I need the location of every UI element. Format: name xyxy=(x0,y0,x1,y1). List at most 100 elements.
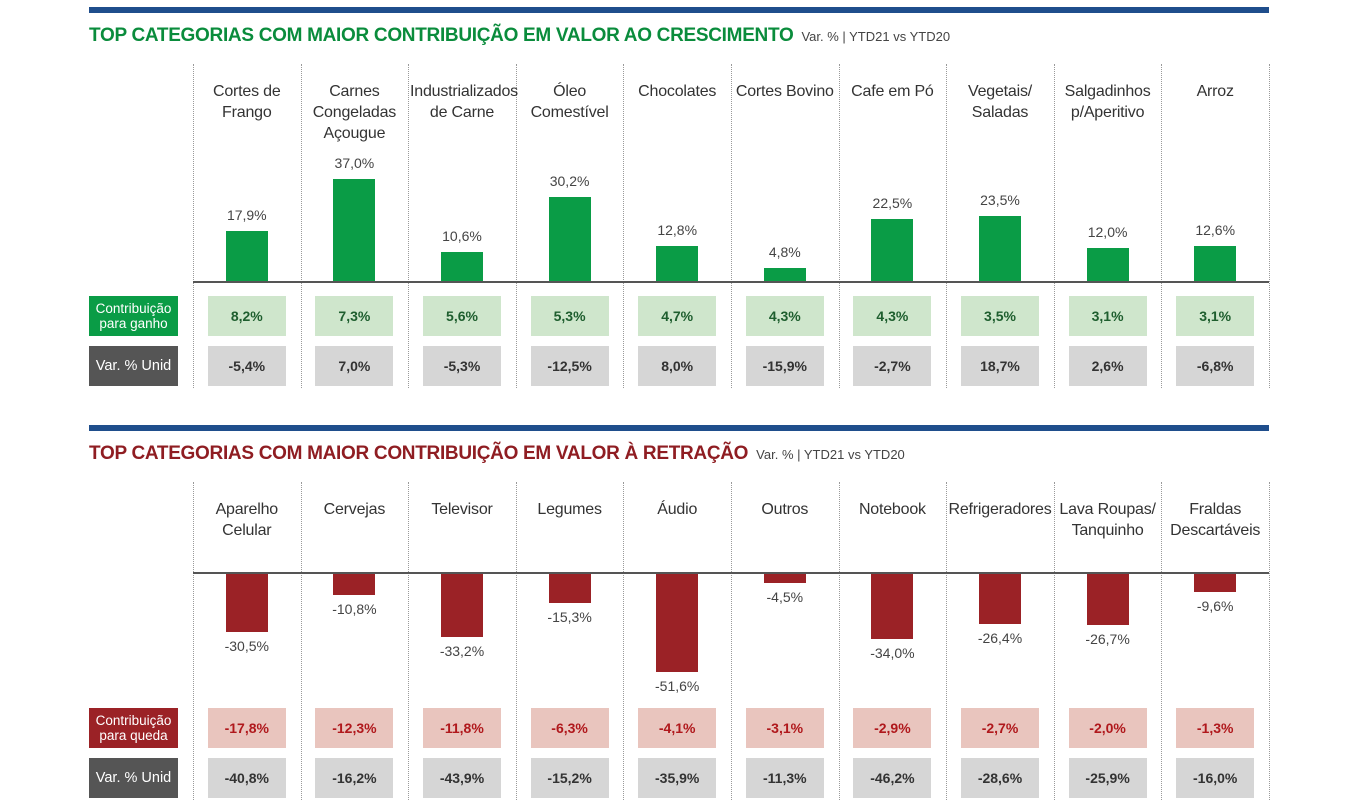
contribution-cell: 5,3% xyxy=(530,296,609,336)
unit-variation-cell: -46,2% xyxy=(853,758,932,798)
unit-variation-cell: -16,2% xyxy=(315,758,394,798)
bar-value-label: 12,6% xyxy=(1195,222,1236,239)
unit-variation-cell: -40,8% xyxy=(207,758,286,798)
unit-variation-cell: -28,6% xyxy=(961,758,1039,798)
unit-variation-row-label: Var. % Unid xyxy=(89,758,178,798)
unit-variation-cell: -25,9% xyxy=(1068,758,1147,798)
bar-value-label: 12,0% xyxy=(1087,223,1128,240)
bar-value-label: -30,5% xyxy=(224,637,269,654)
unit-variation-cell: -11,3% xyxy=(745,758,824,798)
bar-value-label: -26,7% xyxy=(1085,630,1130,647)
unit-variation-cell: 7,0% xyxy=(315,346,394,386)
bar-value-label: 12,8% xyxy=(657,221,698,238)
bar xyxy=(656,574,699,673)
column-separator xyxy=(1161,64,1163,388)
bar-value-label: -26,4% xyxy=(977,630,1023,647)
contribution-cell: -1,3% xyxy=(1176,708,1255,748)
bar xyxy=(979,574,1021,625)
column-separator xyxy=(193,64,194,388)
category-label: Aparelho Celular xyxy=(215,501,279,539)
decline-title: TOP CATEGORIAS COM MAIOR CONTRIBUIÇÃO EM… xyxy=(89,443,905,465)
contribution-row-label: Contribuição para queda xyxy=(89,708,178,748)
category-label: Televisor xyxy=(431,501,493,518)
unit-variation-cell: -35,9% xyxy=(638,758,717,798)
category-label: Refrigeradores xyxy=(948,501,1052,518)
column-separator xyxy=(623,64,625,388)
bar-value-label: 23,5% xyxy=(980,191,1020,208)
unit-variation-cell: -15,2% xyxy=(530,758,609,798)
contribution-cell: -4,1% xyxy=(638,708,717,748)
category-label: Cafe em Pó xyxy=(851,83,934,100)
contribution-cell: -2,9% xyxy=(853,708,932,748)
bar-value-label: 22,5% xyxy=(872,194,913,211)
bar-value-label: 17,9% xyxy=(226,207,267,224)
bar xyxy=(656,245,699,281)
contribution-cell: 3,5% xyxy=(961,296,1039,336)
contribution-cell: -12,3% xyxy=(315,708,394,748)
bar xyxy=(871,218,914,281)
column-separator xyxy=(1053,64,1055,388)
bar xyxy=(441,251,483,281)
category-label: Óleo Comestível xyxy=(530,83,609,121)
bar xyxy=(871,574,914,639)
unit-variation-cell: -43,9% xyxy=(423,758,501,798)
unit-variation-cell: -16,0% xyxy=(1176,758,1255,798)
bar xyxy=(1194,574,1237,593)
category-label: Cortes Bovino xyxy=(735,83,834,100)
bar xyxy=(225,574,268,632)
column-separator xyxy=(300,482,302,800)
contribution-cell: 3,1% xyxy=(1176,296,1255,336)
chart-axis xyxy=(193,572,1269,574)
bar xyxy=(225,231,268,281)
contribution-cell: 3,1% xyxy=(1068,296,1147,336)
chart-axis xyxy=(193,281,1269,283)
contribution-cell: -17,8% xyxy=(207,708,286,748)
category-label: Outros xyxy=(761,501,809,518)
bar xyxy=(548,574,591,604)
bar-value-label: -9,6% xyxy=(1196,598,1234,615)
bar-value-label: -15,3% xyxy=(547,609,592,626)
contribution-cell: -3,1% xyxy=(745,708,824,748)
column-separator xyxy=(193,482,194,800)
category-label: Arroz xyxy=(1196,83,1234,100)
column-separator xyxy=(838,482,840,800)
contribution-cell: 4,3% xyxy=(745,296,824,336)
category-label: Lava Roupas/ Tanquinho xyxy=(1059,501,1156,539)
top-divider xyxy=(89,7,1269,13)
category-label: Carnes Congeladas Açougue xyxy=(312,83,397,142)
column-separator xyxy=(946,64,948,388)
column-separator xyxy=(515,482,517,800)
unit-variation-cell: -5,4% xyxy=(207,346,286,386)
column-separator xyxy=(1269,482,1270,800)
bar xyxy=(763,267,806,281)
column-separator xyxy=(838,64,840,388)
contribution-cell: -2,7% xyxy=(961,708,1039,748)
contribution-cell: 8,2% xyxy=(207,296,286,336)
column-separator xyxy=(1161,482,1163,800)
growth-title: TOP CATEGORIAS COM MAIOR CONTRIBUIÇÃO EM… xyxy=(89,25,950,47)
bar xyxy=(979,215,1021,281)
bar-value-label: 10,6% xyxy=(442,227,482,244)
bar xyxy=(333,178,376,281)
bar-value-label: -34,0% xyxy=(870,644,915,661)
column-separator xyxy=(515,64,517,388)
category-label: Áudio xyxy=(657,501,698,518)
contribution-cell: -11,8% xyxy=(423,708,501,748)
unit-variation-cell: -5,3% xyxy=(423,346,501,386)
category-label: Salgadinhos p/Aperitivo xyxy=(1064,83,1151,121)
middle-divider xyxy=(89,425,1269,431)
column-separator xyxy=(946,482,948,800)
bar-value-label: -51,6% xyxy=(655,678,700,695)
category-label: Cervejas xyxy=(323,501,386,518)
bar-value-label: 4,8% xyxy=(768,243,801,260)
column-separator xyxy=(408,482,410,800)
bar xyxy=(441,574,483,638)
unit-variation-row-label: Var. % Unid xyxy=(89,346,178,386)
column-separator xyxy=(1053,482,1055,800)
contribution-cell: 4,3% xyxy=(853,296,932,336)
column-separator xyxy=(731,482,732,800)
contribution-cell: -2,0% xyxy=(1068,708,1147,748)
growth-title-text: TOP CATEGORIAS COM MAIOR CONTRIBUIÇÃO EM… xyxy=(89,25,794,46)
contribution-row-label: Contribuição para ganho xyxy=(89,296,178,336)
column-separator xyxy=(731,64,732,388)
